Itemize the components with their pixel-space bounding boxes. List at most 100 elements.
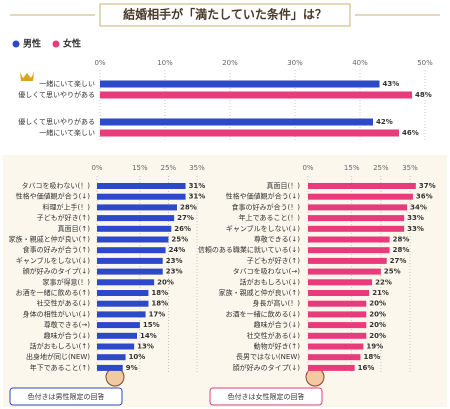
category-label: 趣味が合う(↓) xyxy=(44,331,91,340)
bar xyxy=(308,290,370,296)
bar xyxy=(308,300,367,307)
category-label: タバコを吸わない(！) xyxy=(22,181,91,190)
value-label: 21% xyxy=(372,289,389,297)
value-label: 20% xyxy=(369,332,386,340)
value-label: 20% xyxy=(369,321,386,329)
category-label: 話がおもしろい(↑) xyxy=(30,342,91,351)
value-label: 28% xyxy=(393,236,410,244)
bar xyxy=(97,364,123,371)
value-label: 13% xyxy=(137,343,154,351)
bar xyxy=(97,193,186,200)
bar xyxy=(97,279,155,286)
value-label: 43% xyxy=(383,80,400,88)
x-tick-label: 25% xyxy=(161,164,177,172)
category-label: 食事の好みが合う(↑) xyxy=(23,245,91,254)
bar xyxy=(97,290,149,296)
category-label: ギャンブルをしない(↓) xyxy=(16,256,90,265)
bar xyxy=(308,332,367,339)
category-label: 料理が上手(！) xyxy=(43,202,91,211)
value-label: 23% xyxy=(166,268,183,276)
bar xyxy=(97,247,166,254)
value-label: 23% xyxy=(166,257,183,265)
bar xyxy=(97,215,175,222)
value-label: 9% xyxy=(126,364,138,372)
value-label: 14% xyxy=(140,332,157,340)
x-tick-label: 0% xyxy=(91,164,102,172)
category-label: 年上であること(！) xyxy=(239,213,301,222)
value-label: 22% xyxy=(375,278,392,286)
category-label: 真面目(↑) xyxy=(58,224,91,233)
bar xyxy=(97,332,137,339)
x-tick-label: 0% xyxy=(302,164,313,172)
bar xyxy=(308,257,387,264)
category-label: 一緒にいて楽しい xyxy=(39,128,95,137)
value-label: 25% xyxy=(384,268,401,276)
bar xyxy=(97,354,126,361)
category-label: 尊敬できる(↓) xyxy=(254,235,300,244)
bar xyxy=(308,193,413,200)
category-label: 年下であること(↑) xyxy=(30,363,91,372)
category-label: 長男ではない(NEW) xyxy=(236,353,300,361)
category-label: 信頼のある職業に就いている(↓) xyxy=(198,245,300,254)
value-label: 25% xyxy=(171,236,188,244)
note-box xyxy=(209,387,323,406)
value-label: 27% xyxy=(390,257,407,265)
value-label: 48% xyxy=(415,91,432,99)
category-label: お酒を一緒に飲める(↑) xyxy=(16,288,91,297)
value-label: 33% xyxy=(407,214,424,222)
bar xyxy=(97,257,163,264)
x-tick-label: 35% xyxy=(189,164,205,172)
bar xyxy=(308,343,364,350)
category-label: 顔が好みのタイプ(↓) xyxy=(233,363,301,372)
note-box xyxy=(9,387,123,406)
x-tick-label: 10% xyxy=(157,59,173,67)
x-tick-label: 0% xyxy=(94,59,105,67)
value-label: 46% xyxy=(402,129,419,137)
bar xyxy=(97,236,169,243)
value-label: 19% xyxy=(366,343,383,351)
bar xyxy=(308,247,390,254)
x-tick-label: 25% xyxy=(373,164,389,172)
bar xyxy=(100,91,412,99)
note: 色付きは男性限定の回答 xyxy=(28,392,105,401)
value-label: 26% xyxy=(174,225,191,233)
value-label: 37% xyxy=(419,182,436,190)
bar xyxy=(308,236,390,243)
value-label: 31% xyxy=(189,182,206,190)
bar xyxy=(100,80,380,88)
category-label: 家族・親戚と仲が良い(↑) xyxy=(219,288,301,297)
category-label: 性格や価値観が合う(↓) xyxy=(226,192,301,201)
title-box xyxy=(99,3,351,27)
category-label: ギャンブルをしない(↓) xyxy=(226,224,300,233)
bar xyxy=(97,183,186,189)
category-label: 優しくて思いやりがある xyxy=(18,90,95,99)
value-label: 18% xyxy=(363,353,380,361)
bar xyxy=(308,268,381,275)
value-label: 28% xyxy=(393,246,410,254)
value-label: 27% xyxy=(177,214,194,222)
bar xyxy=(97,343,135,350)
crown-icon xyxy=(20,72,34,81)
category-label: 性格や価値観が合う(↓) xyxy=(16,192,91,201)
bar xyxy=(97,268,163,275)
value-label: 20% xyxy=(369,300,386,308)
bar xyxy=(97,225,172,232)
legend-label: 男性 xyxy=(23,38,41,50)
category-label: 子どもが好き(↑) xyxy=(37,213,91,222)
x-tick-label: 50% xyxy=(417,59,433,67)
bar xyxy=(100,129,399,137)
category-label: 食事の好みが合う(！) xyxy=(232,202,301,211)
bar xyxy=(308,279,373,286)
bar xyxy=(308,225,405,232)
bar xyxy=(308,183,416,189)
bar xyxy=(308,204,408,211)
category-label: 動物が好き(↑) xyxy=(254,342,301,351)
category-label: 話がおもしろい(↓) xyxy=(240,277,301,286)
category-label: 家事が得意(！) xyxy=(43,277,91,286)
category-label: 出身地が同じ(NEW) xyxy=(26,352,90,361)
value-label: 20% xyxy=(157,278,174,286)
value-label: 33% xyxy=(407,225,424,233)
value-label: 16% xyxy=(358,364,375,372)
category-label: 顔が好みのタイプ(↓) xyxy=(23,267,91,276)
value-label: 10% xyxy=(129,353,146,361)
